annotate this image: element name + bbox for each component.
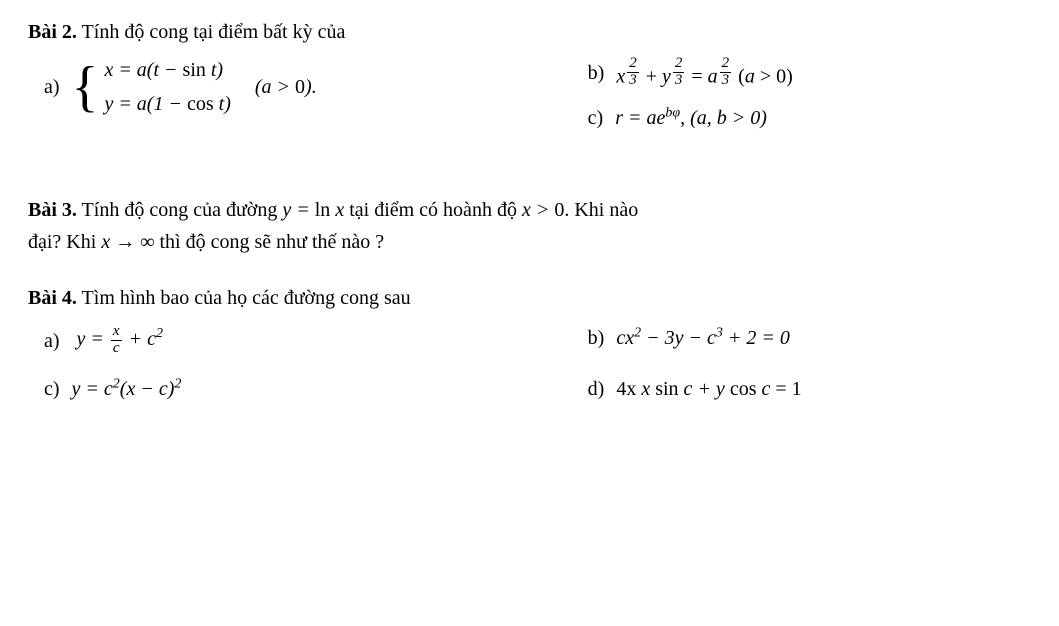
exercise-3-text-2: tại điểm có hoành độ (344, 199, 522, 221)
exercise-4-item-b: b) cx2 − 3y − c3 + 2 = 0 (588, 324, 1031, 352)
exercise-4-item-a: a) y = xc + c2 (44, 324, 580, 357)
exercise-3-text-4: đại? Khi (28, 231, 101, 253)
item-c-label: c) (44, 375, 60, 403)
exercise-2-heading: Bài 2. Tính độ cong tại điểm bất kỳ của (28, 18, 1031, 46)
item-b-label: b) (588, 59, 605, 87)
item-b-label: b) (588, 324, 605, 352)
item-c-expr: y = c2(x − c)2 (72, 375, 182, 403)
item-b-expr: cx2 − 3y − c3 + 2 = 0 (616, 324, 790, 352)
exercise-4-item-d: d) 4x x sin c + y cos c = 1 (588, 375, 1031, 403)
item-b-expr: x23 + y23 = a23 (a > 0) (616, 56, 792, 90)
item-d-expr: 4x x sin c + y cos c = 1 (616, 375, 801, 403)
ex4-left-2: c) y = c2(x − c)2 (28, 375, 580, 413)
exercise-4-label: Bài 4. (28, 287, 77, 309)
exercise-2-left-col: a) { x = a(t − sin t) y = a(1 − cos t) (… (28, 56, 580, 142)
exercise-3-label: Bài 3. (28, 199, 77, 221)
item-c-label: c) (588, 104, 604, 132)
exercise-4-row-1: a) y = xc + c2 b) cx2 − 3y − c3 + 2 = 0 (28, 324, 1031, 367)
exercise-4-item-c: c) y = c2(x − c)2 (44, 375, 580, 403)
exercise-3-text-1: Tính độ cong của đường (77, 199, 282, 221)
item-c-expr: r = aebφ, (a, b > 0) (615, 104, 767, 132)
exercise-2-label: Bài 2. (28, 21, 77, 43)
item-a-label: a) (44, 73, 60, 101)
exercise-3-text-3: . Khi nào (564, 199, 638, 221)
exercise-4-row-2: c) y = c2(x − c)2 d) 4x x sin c + y cos … (28, 375, 1031, 413)
exercise-2-right-col: b) x23 + y23 = a23 (a > 0) c) r = aebφ, … (580, 56, 1031, 142)
eq-y-lnx: y = ln x (282, 199, 344, 221)
exercise-4-title: Tìm hình bao của họ các đường cong sau (77, 287, 411, 309)
item-a-expr: y = xc + c2 (77, 324, 163, 357)
exercise-3: Bài 3. Tính độ cong của đường y = ln x t… (28, 194, 1031, 258)
ex4-right-2: d) 4x x sin c + y cos c = 1 (580, 375, 1031, 413)
system-lines: x = a(t − sin t) y = a(1 − cos t) (104, 56, 230, 118)
exercise-2-items: a) { x = a(t − sin t) y = a(1 − cos t) (… (28, 56, 1031, 142)
exercise-4-heading: Bài 4. Tìm hình bao của họ các đường con… (28, 282, 1031, 314)
ex4-left-1: a) y = xc + c2 (28, 324, 580, 367)
item-d-label: d) (588, 375, 605, 403)
x-gt-0: x > 0 (522, 199, 564, 221)
exercise-2-item-a: a) { x = a(t − sin t) y = a(1 − cos t) (… (44, 56, 580, 118)
exercise-2-title: Tính độ cong tại điểm bất kỳ của (77, 21, 345, 43)
exercise-2-item-b: b) x23 + y23 = a23 (a > 0) (588, 56, 1031, 90)
ex4-right-1: b) cx2 − 3y − c3 + 2 = 0 (580, 324, 1031, 367)
item-a-label: a) (44, 327, 60, 355)
left-brace-icon: { (72, 59, 99, 115)
system-line-2: y = a(1 − cos t) (104, 90, 230, 118)
x-to-inf: x → ∞ (101, 231, 154, 253)
item-a-condition: (a > 0). (255, 73, 317, 101)
system-line-1: x = a(t − sin t) (104, 56, 230, 84)
parametric-system: { x = a(t − sin t) y = a(1 − cos t) (72, 56, 231, 118)
exercise-3-text-5: thì độ cong sẽ như thế nào ? (154, 231, 384, 253)
exercise-2-item-c: c) r = aebφ, (a, b > 0) (588, 104, 1031, 132)
